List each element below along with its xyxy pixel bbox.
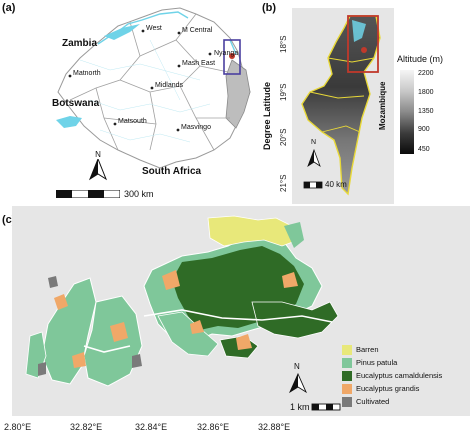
x-tick-3284: 32.84°E [135,422,168,432]
altitude-tick-900: 900 [418,126,430,133]
panel-b-y-tick-21: 21°S [279,174,288,192]
legend-swatch-cultivated [342,396,352,407]
province-midlands: Midlands [155,82,184,89]
zimbabwe-map [56,7,251,169]
north-label-a: N [95,150,101,159]
country-south-africa: South Africa [142,166,202,177]
scale-bar-a: 300 km [56,189,154,199]
legend-item-cultivated: Cultivated [342,395,472,408]
scale-label-a: 300 km [124,189,154,199]
legend-swatch-barren [342,344,352,355]
legend-swatch-pinus [342,357,352,368]
north-label-c: N [294,362,300,371]
x-tick-3286: 32.86°E [197,422,230,432]
province-masvingo: Masvingo [181,124,211,131]
kariba-lake [104,24,140,40]
landcover-map [12,206,470,416]
scale-label-c: 1 km [290,402,310,412]
legend-item-barren: Barren [342,343,472,356]
panel-b-y-tick-20: 20°S [279,128,288,146]
panel-b-y-title: Degree Latitude [262,81,272,150]
province-matnorth: Matnorth [73,70,101,77]
altitude-legend-title: Altitude (m) [397,54,444,64]
eastern-highlands-region [225,59,251,129]
country-mozambique: Mozambique [378,81,387,130]
altitude-colorbar [400,70,414,154]
province-matsouth: Matsouth [118,118,147,125]
altitude-tick-1350: 1350 [418,108,434,115]
altitude-tick-450: 450 [418,146,430,153]
legend-label-pinus: Pinus patula [356,358,398,367]
x-tick-280: 2.80°E [4,422,32,432]
legend-swatch-grandis [342,383,352,394]
north-arrow-a: N [88,150,108,182]
x-tick-3282: 32.82°E [70,422,103,432]
altitude-map [292,8,394,204]
landcover-legend: Barren Pinus patula Eucalyptus camaldule… [342,343,472,408]
country-botswana: Botswana [52,98,100,109]
panel-a-label: (a) [2,2,16,14]
legend-label-cultivated: Cultivated [356,397,390,406]
legend-swatch-camaldulensis [342,370,352,381]
inset-box-a [223,39,241,75]
country-zambia: Zambia [62,38,98,49]
legend-item-camaldulensis: Eucalyptus camaldulensis [342,369,472,382]
scale-label-b: 40 km [325,180,347,189]
province-m-central: M Central [182,27,213,34]
legend-label-barren: Barren [356,345,379,354]
x-tick-3288: 32.88°E [258,422,291,432]
zimbabwe-outline [57,7,251,169]
legend-item-grandis: Eucalyptus grandis [342,382,472,395]
province-nyanga: Nyanga [214,50,239,57]
inset-box-b [347,15,379,73]
altitude-tick-2200: 2200 [418,70,434,77]
altitude-tick-1800: 1800 [418,89,434,96]
legend-label-grandis: Eucalyptus grandis [356,384,420,393]
study-site-marker-a [229,53,235,59]
legend-label-camaldulensis: Eucalyptus camaldulensis [356,371,443,380]
panel-b-y-tick-19: 19°S [279,83,288,101]
panel-b-y-tick-18: 18°S [279,35,288,53]
nyanga-water [352,20,366,42]
legend-item-pinus: Pinus patula [342,356,472,369]
province-mash-east: Mash East [182,60,216,67]
panel-b-label: (b) [262,2,277,14]
okavango-water [56,116,82,128]
study-site-marker-b [361,47,367,53]
province-west: West [146,25,162,32]
north-label-b: N [311,139,317,146]
